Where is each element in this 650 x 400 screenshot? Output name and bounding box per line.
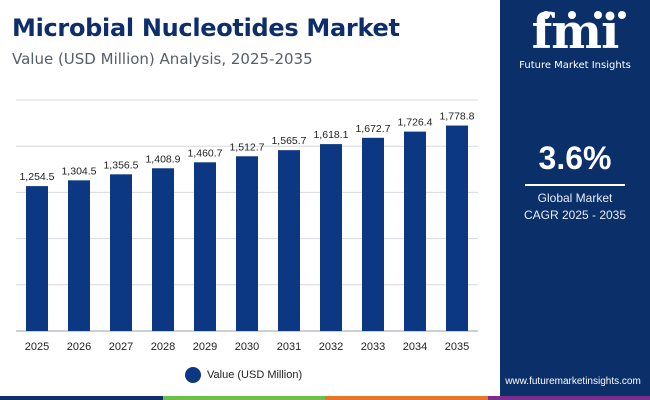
logo-dot-icon [618,11,626,19]
legend-label: Value (USD Million) [207,369,303,381]
bar [26,186,48,331]
x-tick-label: 2030 [235,341,259,353]
logo-text: Future Market Insights [519,60,631,71]
x-tick-label: 2034 [403,341,427,353]
x-tick-label: 2027 [109,341,133,353]
x-tick-label: 2033 [361,341,385,353]
data-label: 1,512.7 [229,141,264,153]
bar-chart: 1,254.5 2025 1,304.5 2026 1,356.5 2027 1,408.9… [16,99,478,353]
bar [446,125,468,331]
data-label: 1,254.5 [19,171,54,183]
bar [278,150,300,331]
data-label: 1,356.5 [103,159,138,171]
logo-dot-icon [594,11,602,19]
bar [110,174,132,331]
bar [194,162,216,331]
x-tick-label: 2035 [445,341,469,353]
x-tick-label: 2026 [67,341,91,353]
bar [152,168,174,331]
data-label: 1,726.4 [397,117,432,129]
bottom-stripe [0,396,650,400]
data-label: 1,408.9 [145,153,180,165]
x-tick-label: 2028 [151,341,175,353]
data-label: 1,304.5 [61,165,96,177]
bar [362,137,384,331]
data-label: 1,460.7 [187,147,222,159]
cagr-label-market: Global Market [537,191,613,205]
bar [404,131,426,331]
chart-title: Microbial Nucleotides Market [12,14,400,42]
legend-swatch [185,367,201,383]
bar [68,180,90,331]
logo-dot-icon [568,11,576,19]
bar [320,144,342,331]
stripe-segment [0,396,163,400]
stripe-segment [162,396,325,400]
website-link[interactable]: www.futuremarketinsights.com [505,376,641,387]
chart-legend: Value (USD Million) [185,367,345,383]
logo-dot-icon [542,11,550,19]
x-tick-label: 2032 [319,341,343,353]
data-label: 1,778.8 [439,111,474,123]
cagr-value: 3.6% [538,140,612,176]
chart-subtitle: Value (USD Million) Analysis, 2025-2035 [12,50,313,68]
stripe-segment [487,396,650,400]
bar [236,156,258,331]
brand-panel: fmi Future Market Insights 3.6% Global M… [500,0,650,400]
data-label: 1,672.7 [355,123,390,135]
logo-mark: fmi [531,4,620,60]
cagr-label-period: CAGR 2025 - 2035 [523,208,627,222]
stripe-segment [325,396,488,400]
cagr-divider [525,184,625,186]
x-tick-label: 2031 [277,341,301,353]
data-label: 1,565.7 [271,135,306,147]
data-label: 1,618.1 [313,129,348,141]
x-tick-label: 2025 [25,341,49,353]
logo-icons [542,11,626,19]
x-tick-label: 2029 [193,341,217,353]
